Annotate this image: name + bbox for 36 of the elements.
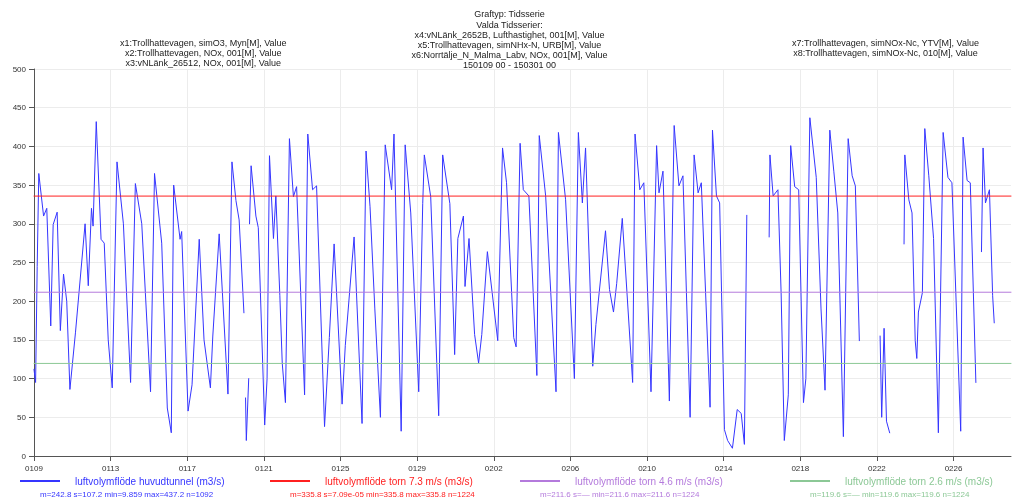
y-tick-label: 100 xyxy=(12,374,27,384)
legend-label: luftvolymflöde torn 7.3 m/s (m3/s) xyxy=(325,475,473,487)
x-tick-label: 0206 xyxy=(561,463,580,473)
chart-title: Graftyp: Tidsserie xyxy=(474,9,545,19)
x-tick-label: 0117 xyxy=(178,463,197,473)
x-tick-label: 0210 xyxy=(638,463,657,473)
y-tick-label: 400 xyxy=(12,141,27,151)
x-tick-label: 0113 xyxy=(102,463,120,473)
text: x1:Trollhattevagen, simO3, Myn[M], Value x2:Trollhattevagen, NOx, 001[M], Value x3:vNLänk_26512, NOx, 001[M], Value xyxy=(119,38,287,68)
text: m=211.6 s=— min=211.6 max=211.6 n=1224 xyxy=(540,489,700,499)
legend-label: luftvolymflöde torn 4.6 m/s (m3/s) xyxy=(575,475,723,487)
y-tick-label: 350 xyxy=(12,180,27,190)
text: m=242.8 s=107.2 min=9.859 max=437.2 n=1092 xyxy=(40,489,214,499)
y-tick-label: 150 xyxy=(12,335,27,345)
text: m=119.6 s=— min=119.6 max=119.6 n=1224 xyxy=(810,489,970,499)
x-tick-label: 0202 xyxy=(484,463,504,473)
y-tick-label: 500 xyxy=(12,64,27,74)
x-tick-label: 0109 xyxy=(25,463,44,473)
y-tick-label: 250 xyxy=(12,258,27,267)
legend-label: luftvolymflöde torn 2.6 m/s (m3/s) xyxy=(845,475,993,487)
x-tick-label: 0121 xyxy=(254,463,274,473)
text: m=335.8 s=7.09e-05 min=335.8 max=335.8 n=1224 xyxy=(290,489,476,499)
y-tick-label: 50 xyxy=(17,412,27,422)
chart-subtitle: Valda Tidsserier: x4:vNLänk_2652B, Lufthastighet, 001[M], Value x5:Trollhattevagen, simNHx-N, URB[M], Value x6:Norrtälje_N_Malma_Labv, NOx, 001[M], Value 150109 00 - 150301 00 xyxy=(411,20,608,70)
x-tick-label: 0226 xyxy=(944,463,963,473)
x-tick-label: 0214 xyxy=(714,463,734,473)
x-tick-label: 0222 xyxy=(868,463,887,473)
x-tick-label: 0218 xyxy=(791,463,810,473)
y-tick-label: 200 xyxy=(12,296,27,306)
y-tick-label: 0 xyxy=(21,451,27,461)
y-tick-label: 450 xyxy=(12,103,27,113)
legend-label: luftvolymflöde huvudtunnel (m3/s) xyxy=(75,475,225,487)
y-tick-label: 300 xyxy=(12,219,27,229)
x-tick-label: 0129 xyxy=(408,463,427,473)
x-tick-label: 0125 xyxy=(331,463,350,473)
text: x7:Trollhattevagen, simNOx-Nc, YTV[M], Value x8:Trollhattevagen, simNOx-Nc, 010[M], Value xyxy=(792,38,979,58)
